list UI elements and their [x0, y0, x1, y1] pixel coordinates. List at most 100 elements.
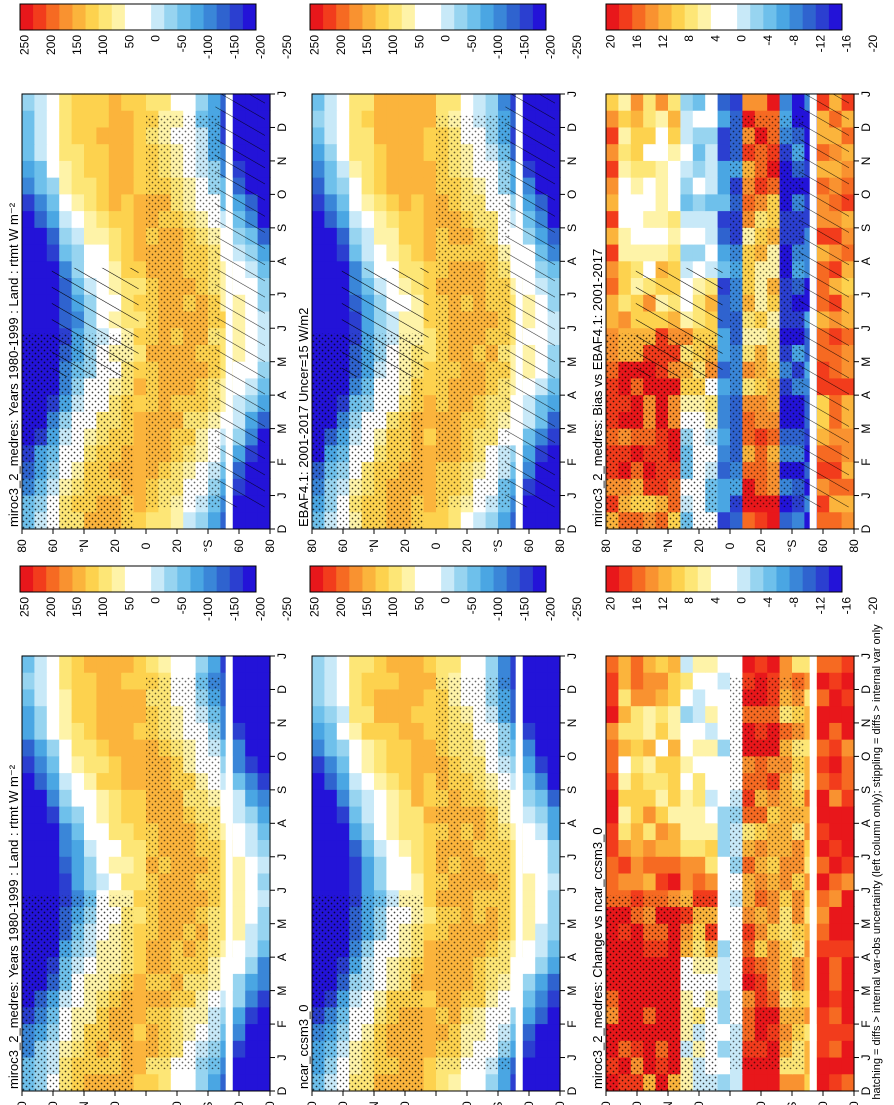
heatmap-cell — [841, 805, 855, 824]
heatmap-cell — [423, 688, 437, 707]
heatmap-cell — [411, 210, 425, 228]
heatmap-cell — [841, 672, 855, 690]
heatmap-cell — [232, 822, 246, 841]
x-tick-label: S — [859, 786, 873, 794]
heatmap-cell — [22, 143, 35, 161]
heatmap-cell — [133, 672, 147, 690]
heatmap-cell — [522, 1023, 536, 1041]
heatmap-cell — [630, 722, 644, 740]
x-tick-label: A — [275, 257, 289, 265]
heatmap-cell — [423, 722, 437, 740]
colorbar-swatch — [737, 566, 751, 592]
heatmap-cell — [398, 688, 412, 707]
colorbar-tick-label: 100 — [386, 597, 400, 617]
heatmap-cell — [618, 822, 632, 841]
heatmap-cell — [133, 126, 147, 145]
colorbar-swatch — [310, 566, 324, 592]
heatmap-cell — [46, 177, 60, 195]
heatmap-cell — [705, 126, 719, 145]
heatmap-cell — [121, 655, 135, 673]
heatmap-cell — [705, 193, 719, 212]
y-tick-label: 80 — [553, 1101, 567, 1105]
heatmap-cell — [547, 822, 561, 841]
heatmap-cell — [133, 755, 147, 774]
heatmap-cell — [767, 655, 781, 673]
heatmap-cell — [108, 110, 122, 128]
heatmap-cell — [71, 839, 85, 857]
colorbar-swatch — [85, 566, 100, 592]
heatmap-cell — [423, 672, 437, 690]
heatmap-cell — [336, 789, 350, 807]
colorbar-tick-label: 200 — [334, 597, 348, 617]
heatmap-cell — [349, 227, 363, 245]
heatmap-cell — [547, 923, 561, 941]
heatmap-cell — [411, 110, 425, 128]
heatmap-cell — [84, 805, 97, 824]
heatmap-cell — [411, 243, 425, 262]
heatmap-cell — [108, 210, 122, 228]
heatmap-cell — [606, 243, 619, 262]
heatmap-cell — [361, 705, 375, 723]
heatmap-cell — [655, 688, 669, 707]
heatmap-cell — [361, 822, 375, 841]
heatmap-cell — [423, 193, 437, 212]
heatmap-cell — [324, 872, 338, 891]
heatmap-cell — [34, 739, 48, 757]
heatmap-cell — [705, 160, 719, 178]
heatmap-cell — [257, 722, 271, 740]
heatmap-cell — [46, 210, 60, 228]
colorbar-swatch — [802, 566, 817, 592]
heatmap-cell — [411, 160, 425, 178]
heatmap-cell — [522, 956, 536, 974]
heatmap-cell — [535, 939, 549, 958]
heatmap-cell — [655, 93, 669, 111]
colorbar-frame — [309, 565, 547, 593]
heatmap-cell — [133, 411, 147, 429]
y-tick-label: 0 — [429, 542, 443, 549]
heatmap-cell — [522, 856, 536, 874]
y-tick-label: 60 — [522, 1101, 536, 1105]
heatmap-cell — [133, 872, 147, 891]
heatmap-cell — [374, 177, 387, 195]
heatmap-cell — [547, 856, 561, 874]
heatmap-cell — [374, 839, 387, 857]
x-tick-label: F — [275, 458, 289, 465]
heatmap-cell — [96, 789, 110, 807]
x-tick-label: M — [275, 919, 289, 929]
y-tick-label: 60 — [232, 1101, 246, 1105]
heatmap-cell — [411, 227, 425, 245]
heatmap-cell — [717, 377, 731, 396]
heatmap-cell — [680, 805, 694, 824]
heatmap-cell — [96, 872, 110, 891]
heatmap-cell — [829, 956, 843, 974]
heatmap-cell — [22, 739, 35, 757]
heatmap-cell — [692, 739, 706, 757]
heatmap-cell — [717, 143, 731, 161]
heatmap-p6 — [605, 655, 855, 1092]
heatmap-cell — [436, 511, 449, 529]
colorbar-swatch — [59, 4, 73, 30]
heatmap-cell — [618, 243, 632, 262]
heatmap-cell — [717, 1006, 731, 1025]
heatmap-cell — [361, 688, 375, 707]
heatmap-cell — [423, 444, 437, 463]
heatmap-cell — [485, 655, 499, 673]
heatmap-cell — [374, 739, 387, 757]
heatmap-cell — [96, 177, 110, 195]
heatmap-cell — [232, 1040, 246, 1058]
heatmap-cell — [816, 672, 830, 690]
heatmap-cell — [655, 193, 669, 212]
heatmap-cell — [792, 1073, 805, 1091]
colorbar-tick-label: 250 — [18, 35, 32, 55]
heatmap-cell — [680, 772, 694, 790]
heatmap-cell — [71, 872, 85, 891]
colorbar-swatch — [203, 566, 218, 592]
heatmap-cell — [245, 939, 259, 958]
heatmap-cell — [59, 143, 73, 161]
heatmap-cell — [349, 193, 363, 212]
heatmap-cell — [361, 160, 375, 178]
heatmap-cell — [121, 227, 135, 245]
colorbar-swatch — [789, 4, 804, 30]
heatmap-cell — [655, 227, 669, 245]
heatmap-cell — [108, 143, 122, 161]
